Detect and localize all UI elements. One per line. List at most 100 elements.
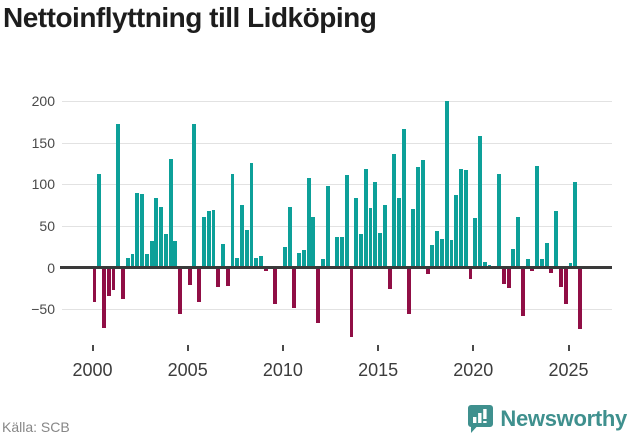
bar-2003Q2 xyxy=(154,197,159,268)
x-tick-label-2010: 2010 xyxy=(262,360,303,380)
bar-2022Q3 xyxy=(520,267,525,317)
chart-title: Nettoinflyttning till Lidköping xyxy=(3,2,377,33)
gridline--50 xyxy=(62,309,612,311)
bar-2024Q4 xyxy=(563,267,568,304)
bar-2013Q2 xyxy=(344,175,349,268)
bar-2021Q4 xyxy=(506,267,511,288)
bar-2011Q2 xyxy=(306,177,311,268)
bar-2023Q1 xyxy=(530,267,535,272)
bar-2022Q1 xyxy=(511,248,516,268)
bar-2005Q4 xyxy=(201,216,206,268)
bar-2023Q2 xyxy=(535,166,540,268)
bar-2020Q3 xyxy=(482,261,487,268)
x-tick-2020 xyxy=(472,345,475,351)
bar-2007Q2 xyxy=(230,174,235,268)
bar-2001Q4 xyxy=(125,257,130,268)
bar-2015Q3 xyxy=(387,267,392,289)
y-tick-label: 150 xyxy=(31,134,55,151)
bar-2008Q4 xyxy=(259,256,263,268)
bar-2019Q1 xyxy=(454,195,459,268)
bar-2025Q2 xyxy=(573,181,578,268)
bar-2017Q2 xyxy=(420,160,425,268)
bar-2002Q2 xyxy=(135,192,140,268)
bar-2012Q1 xyxy=(320,258,325,268)
bar-2002Q3 xyxy=(140,194,144,268)
y-tick-label: 0 xyxy=(47,259,55,276)
bar-2016Q1 xyxy=(397,197,402,268)
bar-2008Q1 xyxy=(244,230,249,268)
bar-2016Q3 xyxy=(406,267,411,314)
bar-2012Q4 xyxy=(335,236,340,268)
bar-2015Q1 xyxy=(378,232,382,268)
y-tick-label: 200 xyxy=(31,93,55,110)
bar-2023Q3 xyxy=(539,259,544,268)
bar-2013Q3 xyxy=(349,267,354,337)
bar-2023Q4 xyxy=(544,242,549,268)
bar-2001Q3 xyxy=(121,267,125,300)
bar-2000Q2 xyxy=(97,174,102,268)
bar-2001Q2 xyxy=(116,124,121,268)
bar-2007Q3 xyxy=(235,257,240,268)
bar-2000Q4 xyxy=(106,267,111,297)
gridline-200 xyxy=(62,101,612,103)
bar-2007Q4 xyxy=(240,205,244,268)
x-tick-label-2015: 2015 xyxy=(358,360,399,380)
bar-2010Q4 xyxy=(297,252,302,268)
bar-2006Q4 xyxy=(221,244,225,268)
newsworthy-speech-bubble-icon xyxy=(468,405,494,433)
x-tick-2000 xyxy=(91,345,94,351)
gridline-150 xyxy=(62,142,612,144)
bar-2018Q4 xyxy=(449,240,454,268)
source-label: Källa: SCB xyxy=(2,419,70,435)
bar-2005Q1 xyxy=(187,267,192,286)
bar-2007Q1 xyxy=(225,267,230,287)
bar-2010Q2 xyxy=(287,206,292,268)
bar-2006Q1 xyxy=(206,211,211,268)
bar-2011Q3 xyxy=(311,216,316,268)
bar-2004Q1 xyxy=(168,159,173,268)
bar-2019Q3 xyxy=(463,170,468,268)
x-tick-label-2020: 2020 xyxy=(453,360,494,380)
gridline-50 xyxy=(62,226,612,228)
bar-2000Q1 xyxy=(92,267,97,302)
bar-2011Q4 xyxy=(316,267,321,323)
bar-2024Q1 xyxy=(549,267,554,273)
x-axis-zero-line xyxy=(60,266,612,270)
y-tick-label: 100 xyxy=(31,176,55,193)
bar-2003Q4 xyxy=(163,233,168,268)
bar-2017Q3 xyxy=(425,267,430,274)
bar-2014Q2 xyxy=(363,169,368,268)
bar-2010Q3 xyxy=(292,267,297,308)
bar-2018Q2 xyxy=(439,239,444,268)
bar-2010Q1 xyxy=(282,246,287,268)
bar-2018Q3 xyxy=(444,101,449,268)
bar-2024Q3 xyxy=(558,267,563,287)
x-tick-2015 xyxy=(377,345,380,351)
x-tick-label-2025: 2025 xyxy=(548,360,589,380)
bar-2006Q2 xyxy=(211,210,216,268)
newsworthy-logo: Newsworthy xyxy=(467,402,627,436)
bar-2008Q3 xyxy=(254,257,259,268)
bar-2015Q4 xyxy=(392,153,397,268)
bar-2005Q3 xyxy=(197,267,202,302)
bar-2002Q1 xyxy=(130,253,135,268)
bar-2024Q2 xyxy=(554,211,559,268)
bar-2025Q3 xyxy=(578,267,582,330)
bar-2008Q2 xyxy=(249,162,254,268)
bar-2012Q2 xyxy=(325,186,330,268)
bar-2021Q2 xyxy=(497,174,501,268)
bar-2013Q4 xyxy=(354,197,359,268)
x-tick-2010 xyxy=(281,345,284,351)
bar-2013Q1 xyxy=(340,236,344,268)
bar-2009Q1 xyxy=(263,267,268,272)
bar-2011Q1 xyxy=(301,250,306,268)
bar-2020Q1 xyxy=(473,217,478,268)
bar-2016Q2 xyxy=(401,128,406,268)
bar-2006Q3 xyxy=(216,267,221,287)
x-tick-label-2005: 2005 xyxy=(167,360,208,380)
y-tick-label: 50 xyxy=(39,218,55,235)
newsworthy-wordmark: Newsworthy xyxy=(500,406,627,431)
bar-2022Q4 xyxy=(525,259,530,268)
bar-2021Q3 xyxy=(501,267,506,284)
